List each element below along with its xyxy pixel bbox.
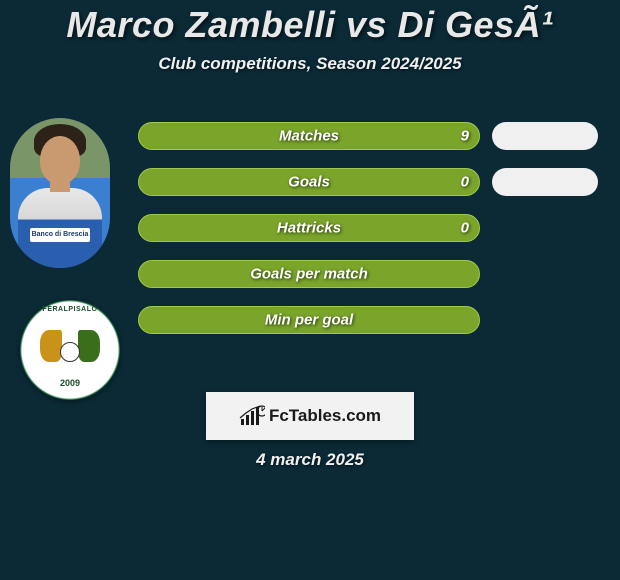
page-subtitle-wrap: Club competitions, Season 2024/2025 <box>0 54 620 74</box>
stat-label: Goals per match <box>139 266 479 283</box>
stat-pill-right <box>492 122 598 150</box>
stat-label: Hattricks <box>139 220 479 237</box>
stat-row: Matches9 <box>138 122 480 150</box>
badge-inner <box>38 318 102 382</box>
footer-date: 4 march 2025 <box>256 450 364 470</box>
badge-lion-right <box>78 330 100 362</box>
stat-label: Matches <box>139 128 479 145</box>
jersey-sponsor: Banco di Brescia <box>30 228 90 242</box>
stat-value-left: 0 <box>461 174 469 191</box>
footer-brand-text: FcTables.com <box>269 406 381 426</box>
player-head <box>40 136 80 184</box>
footer-brand-box: FcTables.com <box>206 392 414 440</box>
club-badge-left: FERALPISALÒ 2009 <box>20 300 120 400</box>
badge-top-text: FERALPISALÒ <box>20 306 120 313</box>
stat-row: Min per goal <box>138 306 480 334</box>
page-title: Marco Zambelli vs Di GesÃ¹ <box>66 4 553 45</box>
badge-lion-left <box>40 330 62 362</box>
stats-area: Banco di Brescia FERALPISALÒ 2009 Matche… <box>0 114 620 394</box>
page-title-wrap: Marco Zambelli vs Di GesÃ¹ <box>0 0 620 46</box>
stat-row: Goals0 <box>138 168 480 196</box>
chart-icon <box>239 405 265 427</box>
badge-year: 2009 <box>20 378 120 388</box>
stat-label: Goals <box>139 174 479 191</box>
stat-label: Min per goal <box>139 312 479 329</box>
badge-ball-icon <box>60 342 80 362</box>
stat-value-left: 0 <box>461 220 469 237</box>
stat-pill-right <box>492 168 598 196</box>
footer-logo: FcTables.com <box>239 405 381 427</box>
page-subtitle: Club competitions, Season 2024/2025 <box>158 54 461 73</box>
stat-value-left: 9 <box>461 128 469 145</box>
player-photo-left: Banco di Brescia <box>10 118 110 268</box>
stat-row: Hattricks0 <box>138 214 480 242</box>
stat-row: Goals per match <box>138 260 480 288</box>
